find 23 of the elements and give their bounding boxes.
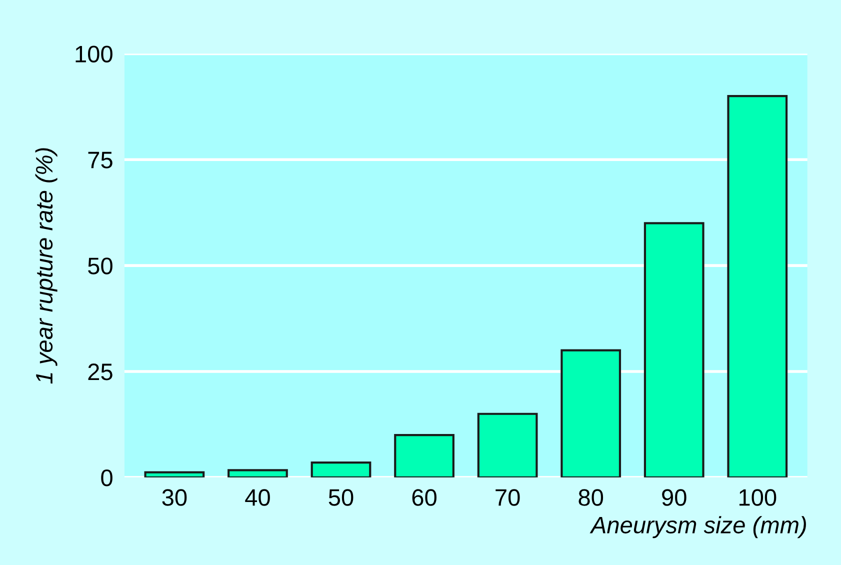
x-tick-label: 50	[328, 489, 354, 506]
bar	[310, 462, 372, 478]
bar	[644, 222, 704, 478]
y-tick-label: 25	[88, 364, 112, 380]
x-tick-label: 60	[412, 489, 436, 506]
bar	[394, 434, 454, 478]
x-tick-label: 80	[578, 489, 604, 506]
bar	[727, 95, 788, 478]
bar	[228, 469, 288, 478]
bar	[144, 471, 205, 478]
x-tick-label: 40	[245, 489, 270, 506]
y-tick-label: 0	[101, 469, 112, 486]
y-tick-label: 100	[76, 46, 112, 62]
x-tick-label: 100	[740, 489, 776, 506]
x-tick-label: 70	[496, 489, 520, 506]
x-axis-title: Aneurysm size (mm)	[590, 516, 806, 538]
y-tick-label: 75	[88, 152, 112, 168]
y-axis-title: 1 year rupture rate (%)	[35, 148, 58, 384]
bar	[477, 412, 538, 478]
y-tick-label: 50	[88, 258, 112, 274]
bar	[560, 349, 622, 478]
x-tick-label: 90	[662, 489, 686, 506]
x-tick-label: 30	[162, 489, 187, 506]
